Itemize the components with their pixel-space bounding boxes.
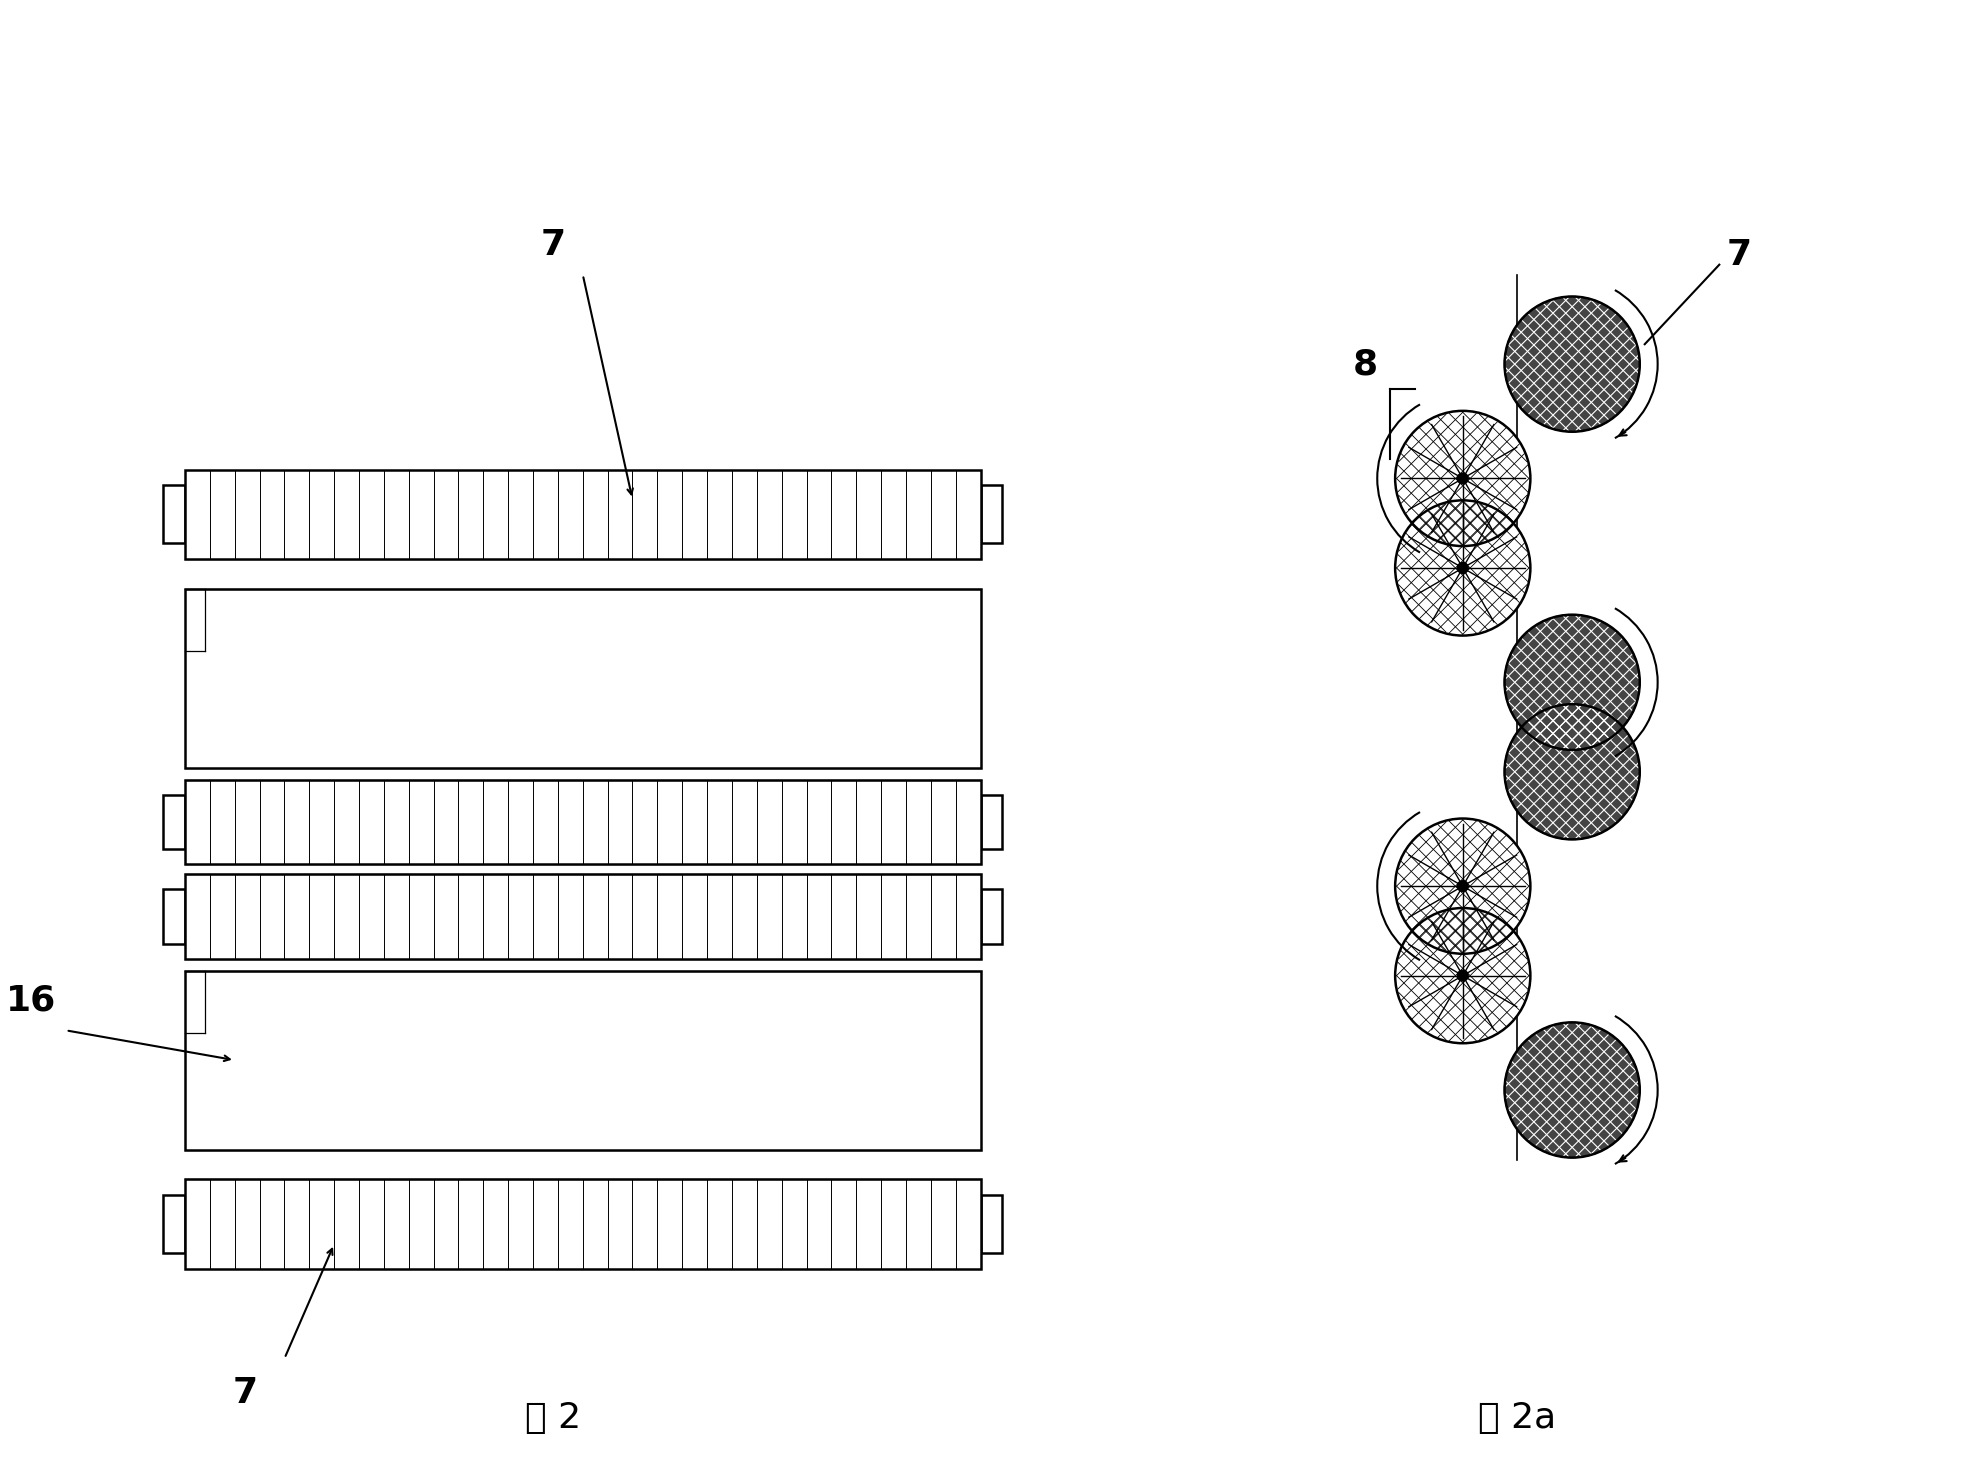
Text: 7: 7 xyxy=(541,228,564,262)
Circle shape xyxy=(1503,296,1640,431)
Circle shape xyxy=(1456,970,1468,980)
Text: 7: 7 xyxy=(233,1376,256,1410)
Bar xyxy=(981,889,1002,944)
Bar xyxy=(185,780,981,864)
Text: 7: 7 xyxy=(1726,238,1750,272)
Bar xyxy=(981,486,1002,543)
Circle shape xyxy=(1395,500,1529,636)
Circle shape xyxy=(1395,818,1529,954)
Bar xyxy=(185,589,981,768)
Circle shape xyxy=(1456,562,1468,574)
Bar xyxy=(981,1195,1002,1253)
Bar xyxy=(185,1179,981,1269)
Bar xyxy=(164,486,185,543)
Bar xyxy=(185,874,981,958)
Circle shape xyxy=(1395,411,1529,546)
Text: 8: 8 xyxy=(1352,347,1377,381)
Circle shape xyxy=(1456,473,1468,484)
Bar xyxy=(164,795,185,849)
Text: 图 2: 图 2 xyxy=(525,1401,580,1435)
Text: 图 2a: 图 2a xyxy=(1478,1401,1557,1435)
Bar xyxy=(164,1195,185,1253)
Bar xyxy=(164,889,185,944)
Circle shape xyxy=(1395,908,1529,1044)
Bar xyxy=(185,470,981,559)
Bar xyxy=(185,970,981,1150)
Bar xyxy=(981,795,1002,849)
Text: 16: 16 xyxy=(6,983,55,1017)
Circle shape xyxy=(1503,615,1640,749)
Circle shape xyxy=(1503,1023,1640,1157)
Circle shape xyxy=(1456,880,1468,892)
Circle shape xyxy=(1503,704,1640,839)
